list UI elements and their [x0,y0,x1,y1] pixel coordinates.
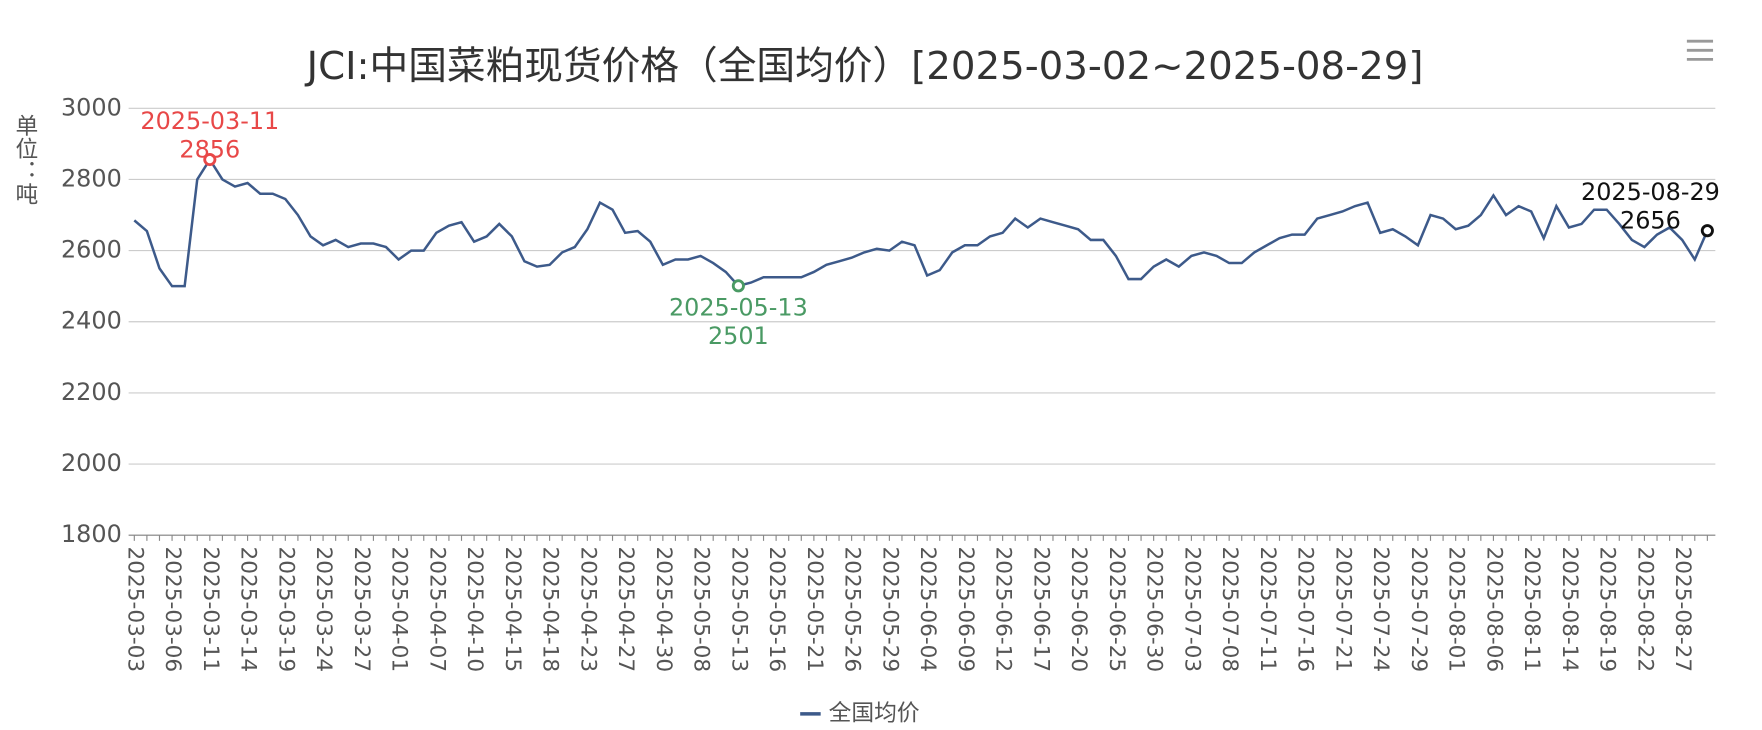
x-tick-label: 2025-03-03 [122,547,147,673]
marker-value: 2656 [1620,207,1681,235]
x-tick-label: 2025-08-19 [1595,547,1620,673]
x-tick-label: 2025-06-12 [991,547,1016,673]
y-tick-label: 2000 [61,449,122,477]
x-tick-label: 2025-07-21 [1330,547,1355,673]
x-tick-label: 2025-04-23 [575,547,600,673]
x-tick-label: 2025-06-17 [1028,547,1053,673]
legend-label: 全国均价 [829,700,920,726]
x-tick-label: 2025-07-11 [1255,547,1280,673]
x-tick-label: 2025-04-10 [462,547,487,673]
y-tick-label: 3000 [61,93,122,121]
menu-icon[interactable] [1686,39,1714,61]
x-tick-label: 2025-04-27 [613,547,638,673]
marker-value: 2856 [179,135,240,163]
marker-date: 2025-05-13 [669,294,808,322]
y-tick-label: 1800 [61,520,122,548]
y-tick-label: 2200 [61,378,122,406]
x-tick-label: 2025-03-27 [349,547,374,673]
x-tick-label: 2025-08-14 [1557,547,1582,673]
x-tick-label: 2025-04-30 [651,547,676,673]
x-tick-label: 2025-08-06 [1481,547,1506,673]
x-tick-label: 2025-05-21 [802,547,827,673]
x-tick-label: 2025-04-07 [424,547,449,673]
x-tick-label: 2025-07-08 [1217,547,1242,673]
marker-value: 2501 [708,322,769,350]
x-tick-label: 2025-06-25 [1104,547,1129,673]
y-tick-label: 2400 [61,307,122,335]
x-tick-label: 2025-03-19 [273,547,298,673]
chart-title: JCI:中国菜粕现货价格（全国均价）[2025-03-02~2025-08-29… [305,44,1424,89]
x-tick-label: 2025-07-29 [1406,547,1431,673]
x-tick-label: 2025-06-30 [1142,547,1167,673]
x-tick-label: 2025-08-27 [1670,547,1695,673]
x-tick-label: 2025-04-15 [500,547,525,673]
marker [203,153,217,167]
x-tick-label: 2025-08-11 [1519,547,1544,673]
marker [1700,224,1714,238]
x-tick-label: 2025-05-13 [726,547,751,673]
marker [731,279,745,293]
x-tick-label: 2025-07-24 [1368,547,1393,673]
x-tick-label: 2025-03-06 [160,547,185,673]
x-tick-label: 2025-08-01 [1444,547,1469,673]
x-tick-label: 2025-03-24 [311,547,336,673]
x-tick-label: 2025-03-11 [198,547,223,673]
x-tick-label: 2025-05-29 [877,547,902,673]
x-tick-label: 2025-05-08 [689,547,714,673]
marker-date: 2025-08-29 [1581,178,1720,206]
x-tick-label: 2025-07-16 [1293,547,1318,673]
y-tick-label: 2600 [61,236,122,264]
x-tick-label: 2025-03-14 [236,547,261,673]
x-tick-label: 2025-08-22 [1632,547,1657,673]
x-tick-label: 2025-06-09 [953,547,978,673]
y-axis-label: 单位：吨 [11,114,37,205]
x-tick-label: 2025-05-26 [840,547,865,673]
x-tick-label: 2025-05-16 [764,547,789,673]
x-tick-label: 2025-06-20 [1066,547,1091,673]
line-series [133,157,1709,288]
x-tick-label: 2025-07-03 [1179,547,1204,673]
y-tick-label: 2800 [61,164,122,192]
x-tick-label: 2025-04-18 [538,547,563,673]
x-tick-label: 2025-06-04 [915,547,940,673]
x-tick-label: 2025-04-01 [387,547,412,673]
marker-date: 2025-03-11 [140,107,279,135]
